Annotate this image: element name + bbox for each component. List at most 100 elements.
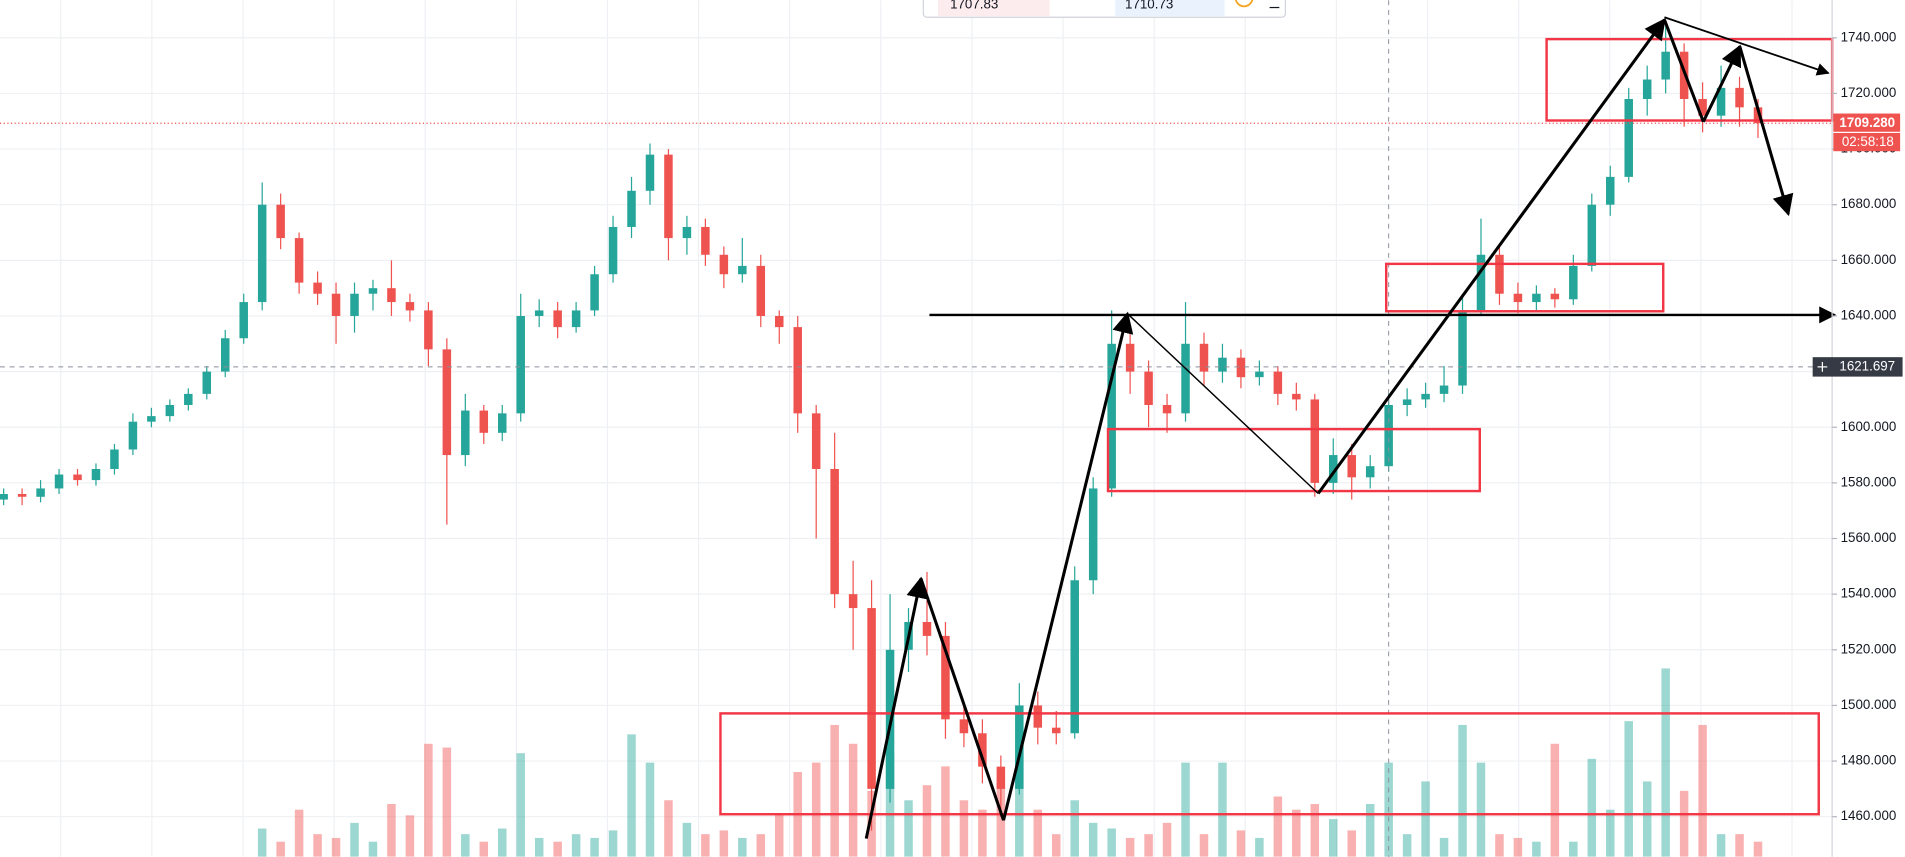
toolbar: 1707.83 1710.73 — [922, 0, 1286, 18]
candle-body — [1292, 393, 1301, 400]
candle-body — [1735, 87, 1744, 108]
candle-body — [165, 404, 175, 417]
volume-bar — [1255, 837, 1264, 857]
candle-body — [1495, 254, 1504, 294]
volume-bar — [313, 834, 322, 857]
candle-body — [461, 410, 470, 456]
last-price-label: 1709.280 — [1839, 115, 1895, 130]
volume-bar — [294, 809, 304, 857]
candle-body — [738, 265, 747, 275]
crosshair-box — [1812, 357, 1903, 377]
volume-bar — [1088, 822, 1098, 857]
zone-box[interactable] — [719, 712, 1820, 816]
volume-bar — [424, 743, 433, 857]
volume-bar — [368, 841, 378, 857]
candle-body — [1476, 254, 1486, 311]
y-tick-label: 1500.000 — [1841, 697, 1897, 712]
y-tick-label: 1720.000 — [1841, 85, 1897, 100]
candle-body — [479, 410, 489, 433]
volume-bar — [534, 837, 544, 857]
volume-bar — [1365, 804, 1375, 857]
volume-bar — [1107, 828, 1116, 857]
volume-bar — [1661, 668, 1670, 857]
y-tick-label: 1680.000 — [1841, 196, 1897, 211]
buy-box[interactable] — [1115, 0, 1225, 17]
overlay-layer — [0, 122, 1833, 368]
trend-line[interactable] — [1002, 311, 1134, 821]
candle-body — [331, 293, 341, 316]
y-tick-label: 1540.000 — [1841, 586, 1897, 601]
candle-body — [1402, 399, 1412, 405]
candle-body — [1421, 393, 1430, 400]
volume-bar — [331, 837, 341, 857]
candle-body — [257, 204, 267, 303]
candle-body — [1716, 87, 1726, 116]
zone-box[interactable] — [1106, 427, 1481, 493]
zone-box[interactable] — [1385, 262, 1665, 313]
volume-bar — [608, 830, 618, 857]
icon[interactable] — [1234, 0, 1254, 8]
y-tick-label: 1740.000 — [1841, 29, 1897, 44]
volume-bar — [1236, 830, 1246, 857]
candle-body — [1107, 343, 1116, 489]
candle-body — [1365, 466, 1375, 478]
candle-body — [848, 594, 858, 609]
candle-body — [608, 226, 618, 275]
volume-bar — [1015, 743, 1024, 857]
candle-body — [350, 293, 359, 316]
candle-body — [867, 608, 876, 789]
last-price-box — [1833, 113, 1901, 132]
countdown-box — [1833, 132, 1901, 152]
trend-line[interactable] — [1701, 44, 1742, 123]
volume-bar — [1070, 800, 1079, 857]
buy-price: 1710.73 — [1125, 0, 1173, 12]
candle-body — [516, 315, 525, 414]
volume-bar — [996, 781, 1006, 857]
sell-box[interactable] — [937, 0, 1050, 17]
candle-body — [1236, 357, 1246, 378]
candle-body — [220, 338, 230, 372]
candle-body — [239, 302, 248, 339]
trend-line[interactable] — [1316, 17, 1666, 495]
candle-body — [368, 288, 378, 294]
volume-bar — [811, 762, 821, 857]
trend-line[interactable] — [1664, 16, 1830, 76]
volume-bar — [276, 841, 285, 857]
candle-body — [17, 494, 27, 497]
candle-body — [313, 282, 322, 294]
candle-body — [774, 315, 784, 328]
candle-body — [1199, 343, 1209, 372]
candle-body — [1439, 385, 1449, 394]
trend-line[interactable] — [1126, 313, 1319, 495]
candle-body — [1255, 371, 1264, 378]
sell-price: 1707.83 — [950, 0, 998, 12]
trend-line[interactable] — [1663, 19, 1705, 123]
trend-line[interactable] — [1738, 45, 1794, 217]
y-tick-label: 1660.000 — [1841, 252, 1897, 267]
candle-body — [1052, 727, 1061, 734]
candle-body — [627, 190, 636, 227]
volume-bar — [350, 822, 359, 857]
trend-line[interactable] — [919, 578, 1005, 821]
candle-body — [1587, 204, 1597, 266]
y-tick-label: 1580.000 — [1841, 474, 1897, 489]
y-tick-label: 1600.000 — [1841, 419, 1897, 434]
candle-body — [1329, 455, 1338, 483]
volume-bar — [1181, 762, 1190, 857]
candle-body — [1273, 371, 1283, 394]
y-tick-label: 1520.000 — [1841, 641, 1897, 656]
candle-body — [1606, 176, 1615, 205]
volume-bar — [1292, 809, 1301, 857]
candle-body — [128, 421, 138, 450]
volume-bar — [1144, 834, 1153, 857]
candle-body — [701, 226, 710, 255]
candle-body — [1125, 343, 1135, 372]
trend-line[interactable] — [864, 576, 928, 839]
volume-bar — [682, 822, 692, 857]
volume-bar — [461, 834, 470, 857]
candle-body — [645, 154, 655, 191]
candle-body — [1181, 343, 1190, 414]
volume-bar — [719, 830, 729, 857]
